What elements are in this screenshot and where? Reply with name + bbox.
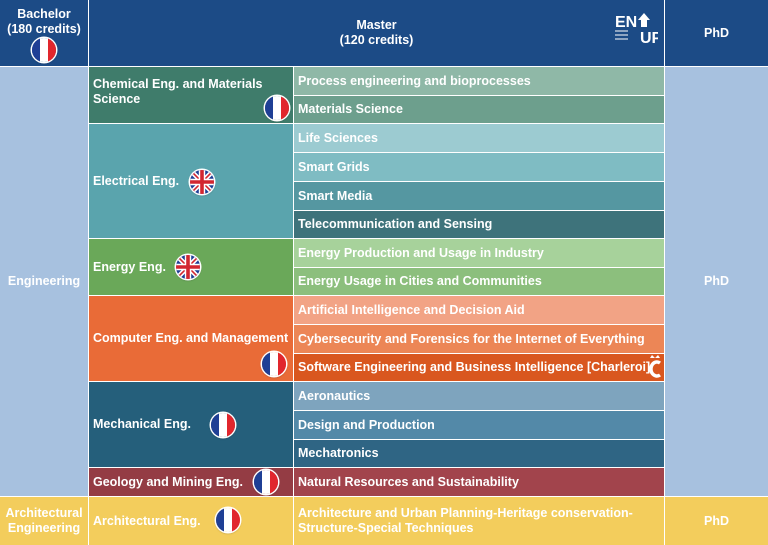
specialization-label: Materials Science bbox=[298, 102, 403, 116]
specialization-row: Life Sciences bbox=[294, 124, 664, 152]
engineering-phd-label: PhD bbox=[704, 274, 729, 288]
specialization-label: Smart Media bbox=[298, 188, 373, 203]
specialization-label: Cybersecurity and Forensics for the Inte… bbox=[298, 331, 645, 346]
specialization-label: Life Sciences bbox=[298, 130, 378, 145]
engup-logo-text-en: EN bbox=[615, 14, 637, 31]
architectural-phd-label: PhD bbox=[704, 513, 729, 528]
specialization-label: Mechatronics bbox=[298, 446, 379, 460]
specialization-label: Design and Production bbox=[298, 417, 435, 432]
department-architectural: Architectural Eng. bbox=[89, 497, 293, 545]
france-flag-icon bbox=[211, 413, 235, 437]
architectural-phd: PhD bbox=[665, 497, 768, 545]
architectural-field: Architectural Engineering bbox=[0, 497, 88, 545]
department-label: Geology and Mining Eng. bbox=[93, 474, 243, 489]
department-label: Electrical Eng. bbox=[93, 173, 180, 188]
specialization-row: Energy Usage in Cities and Communities bbox=[294, 268, 664, 295]
specialization-label: Energy Production and Usage in Industry bbox=[298, 245, 544, 260]
uk-flag-icon bbox=[176, 255, 200, 279]
france-flag-icon bbox=[254, 470, 278, 494]
specialization-row: Artificial Intelligence and Decision Aid bbox=[294, 296, 664, 324]
france-flag-icon bbox=[262, 352, 286, 376]
engineering-phd: PhD bbox=[665, 67, 768, 496]
specialization-row: Aeronautics bbox=[294, 382, 664, 410]
specialization-label: Energy Usage in Cities and Communities bbox=[298, 274, 542, 288]
specialization-row: Natural Resources and Sustainability bbox=[294, 468, 664, 496]
specialization-label: Natural Resources and Sustainability bbox=[298, 474, 519, 489]
specialization-row: Smart Grids bbox=[294, 153, 664, 181]
specialization-row: Cybersecurity and Forensics for the Inte… bbox=[294, 325, 664, 353]
specialization-row: Smart Media bbox=[294, 182, 664, 210]
specialization-row: Design and Production bbox=[294, 411, 664, 439]
department-chemical: Chemical Eng. and Materials Science bbox=[89, 67, 293, 123]
specialization-row: Software Engineering and Business Intell… bbox=[294, 354, 664, 381]
engineering-label: Engineering bbox=[7, 274, 81, 288]
master-credits: (120 credits) bbox=[339, 33, 414, 47]
engup-logo-icon: EN UP bbox=[615, 13, 658, 45]
specialization-label: Architecture and Urban Planning-Heritage… bbox=[298, 506, 633, 535]
france-flag-icon bbox=[265, 96, 289, 120]
engup-logo-text-up: UP bbox=[640, 30, 658, 45]
specialization-label: Aeronautics bbox=[298, 388, 371, 403]
specialization-row: Mechatronics bbox=[294, 440, 664, 467]
bachelor-title: Bachelor bbox=[17, 7, 71, 21]
uk-flag-icon bbox=[190, 170, 214, 194]
specialization-label: Process engineering and bioprocesses bbox=[298, 73, 531, 88]
specialization-row: Energy Production and Usage in Industry bbox=[294, 239, 664, 267]
specialization-row: Process engineering and bioprocesses bbox=[294, 67, 664, 95]
department-computer: Computer Eng. and Management bbox=[89, 296, 293, 381]
specialization-row: Materials Science bbox=[294, 96, 664, 123]
phd-header-label: PhD bbox=[704, 25, 729, 40]
specialization-label: Telecommunication and Sensing bbox=[298, 217, 493, 231]
department-label: Chemical Eng. and Materials Science bbox=[93, 77, 263, 106]
master-title: Master bbox=[356, 18, 397, 32]
bachelor-credits: (180 credits) bbox=[7, 22, 81, 36]
department-label: Computer Eng. and Management bbox=[93, 331, 289, 345]
charleroi-icon bbox=[649, 355, 662, 378]
department-label: Energy Eng. bbox=[93, 259, 166, 274]
specialization-row: Architecture and Urban Planning-Heritage… bbox=[294, 497, 664, 545]
department-label: Mechanical Eng. bbox=[93, 417, 191, 431]
specialization-row: Telecommunication and Sensing bbox=[294, 211, 664, 238]
phd-header: PhD bbox=[665, 0, 768, 66]
master-header: Master (120 credits) bbox=[89, 0, 664, 66]
specialization-label: Artificial Intelligence and Decision Aid bbox=[298, 302, 525, 317]
specialization-label: Smart Grids bbox=[298, 159, 370, 174]
engineering-field: Engineering bbox=[0, 67, 88, 496]
france-flag-icon bbox=[216, 508, 240, 532]
department-mechanical: Mechanical Eng. bbox=[89, 382, 293, 467]
france-flag-icon bbox=[32, 38, 56, 62]
department-label: Architectural Eng. bbox=[93, 513, 201, 528]
architectural-label: Architectural Engineering bbox=[5, 506, 83, 535]
specialization-label: Software Engineering and Business Intell… bbox=[298, 360, 651, 374]
